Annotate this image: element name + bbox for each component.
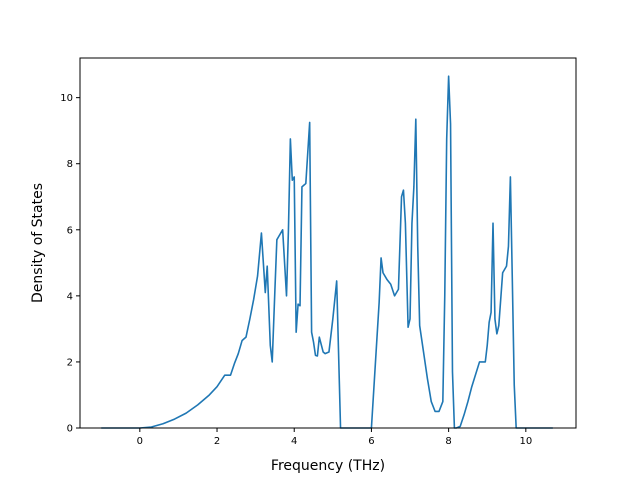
- y-tick-label: 4: [67, 291, 73, 302]
- y-tick-label: 10: [60, 93, 73, 104]
- y-tick-label: 0: [67, 424, 73, 435]
- x-axis-title: Frequency (THz): [271, 458, 385, 474]
- y-tick-label: 8: [67, 159, 73, 170]
- x-tick-label: 0: [137, 436, 143, 447]
- y-axis: 0 2 4 6 8 10: [60, 93, 80, 435]
- plot-area: [79, 57, 577, 429]
- x-axis: 0 2 4 6 8 10: [137, 428, 532, 447]
- x-tick-label: 2: [214, 436, 220, 447]
- x-tick-label: 10: [519, 436, 532, 447]
- x-tick-label: 4: [291, 436, 297, 447]
- x-tick-label: 6: [368, 436, 374, 447]
- y-tick-label: 6: [67, 225, 73, 236]
- x-tick-label: 8: [445, 436, 451, 447]
- y-axis-title: Density of States: [30, 183, 46, 303]
- y-tick-label: 2: [67, 357, 73, 368]
